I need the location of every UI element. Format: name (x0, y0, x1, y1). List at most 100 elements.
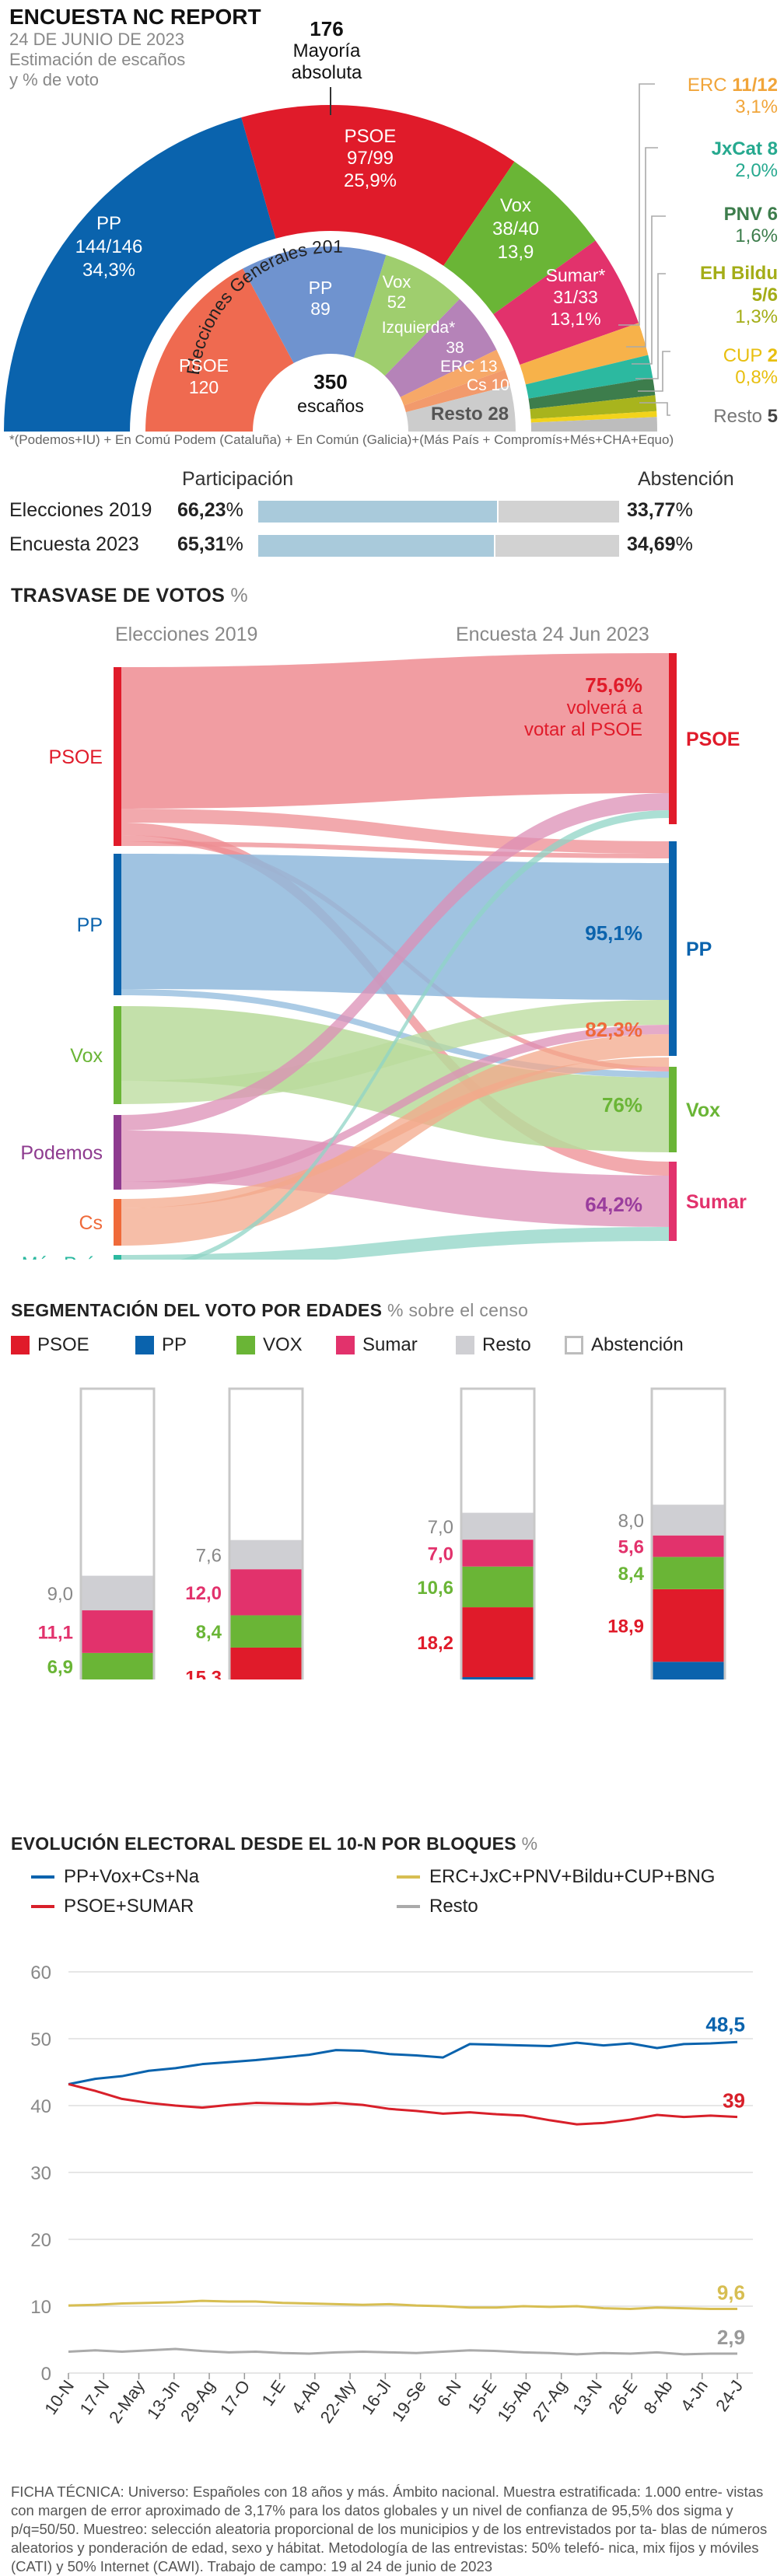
label-bildu: EH Bildu 5/6 1,3% (653, 263, 778, 345)
left-node-podemos (114, 1115, 121, 1190)
evolution-legend-item-resto: Resto (397, 1896, 478, 1917)
age-bar-segment-sumar (82, 1610, 153, 1653)
left-node-label-psoe: PSOE (49, 746, 103, 768)
x-tick-label: 26-E (604, 2377, 641, 2417)
age-bar-segment-psoe (653, 1589, 724, 1662)
abstention-value: 33,77% (627, 499, 693, 522)
small-party-labels: ERC 11/12 3,1% JxCat 8 2,0% PNV 6 1,6% E… (653, 75, 778, 429)
age-bar-value-label: 11,1 (38, 1622, 73, 1643)
left-node-vox (114, 1006, 121, 1104)
right-node-label-psoe: PSOE (686, 729, 740, 750)
participation-bar (258, 501, 497, 523)
series-line-psoe-sumar (68, 2084, 737, 2124)
inner-label-izquierda-seats: 38 (446, 339, 464, 357)
x-tick-label: 24-J (712, 2377, 747, 2415)
series-line-erc-jxc-pnv-bildu-cup-bng (68, 2301, 737, 2309)
right-node-label-sumar: Sumar (686, 1191, 747, 1213)
legend-label: PSOE (37, 1334, 89, 1356)
label-resto: Resto 5 (653, 406, 778, 429)
age-bar-segment-resto (231, 1540, 302, 1570)
series-end-label-pp-vox-cs-na: 48,5 (705, 2012, 745, 2036)
x-tick-label: 27-Ag (529, 2377, 571, 2425)
y-tick-label: 20 (30, 2230, 51, 2251)
inner-label-vox-name: Vox (383, 272, 411, 292)
inner-label-pp-seats: 89 (310, 299, 331, 319)
outer-label-vox-name: Vox (500, 195, 531, 216)
left-node-label-cs: Cs (79, 1212, 103, 1234)
age-bar-segment-pp (653, 1662, 724, 1679)
inner-label-erc: ERC 13 (440, 358, 498, 376)
legend-swatch (456, 1336, 474, 1354)
age-bar-segment-psoe (463, 1607, 534, 1677)
participation-value: 66,23% (177, 499, 243, 522)
left-node-psoe (114, 667, 121, 846)
inner-label-cs: Cs 10 (467, 376, 509, 394)
age-legend-item-psoe: PSOE (11, 1334, 89, 1356)
legend-swatch (336, 1336, 355, 1354)
age-title: SEGMENTACIÓN DEL VOTO POR EDADES % sobre… (11, 1300, 528, 1321)
legend-label: PSOE+SUMAR (64, 1896, 194, 1917)
age-bar-segment-vox (463, 1567, 534, 1607)
label-erc: ERC 11/12 3,1% (653, 75, 778, 120)
age-bar-value-label: 8,0 (618, 1511, 644, 1532)
y-tick-label: 60 (30, 1963, 51, 1984)
age-legend-item-abstenci-n: Abstención (565, 1334, 684, 1356)
x-tick-label: 13-N (569, 2377, 606, 2418)
evolution-line-chart: 010203040506010-N17-N2-May13-Jn29-Ag17-O… (0, 1952, 784, 2465)
label-jxcat: JxCat 8 2,0% (653, 138, 778, 204)
x-tick-label: 15-Ab (493, 2377, 535, 2425)
hemicycle-footnote: *(Podemos+IU) + En Comú Podem (Cataluña)… (9, 432, 674, 448)
left-node-label-vox: Vox (70, 1045, 103, 1067)
y-tick-label: 40 (30, 2096, 51, 2117)
age-bar-value-label: 5,6 (618, 1537, 644, 1558)
y-tick-label: 50 (30, 2029, 51, 2050)
x-tick-label: 22-My (317, 2377, 360, 2427)
inner-label-resto: Resto 28 (431, 404, 509, 425)
outer-label-sumar-name: Sumar* (546, 265, 606, 285)
left-node-m-s-pa-s (114, 1255, 121, 1260)
left-node-label-m-s-pa-s: Más País (22, 1253, 103, 1260)
legend-label: ERC+JxC+PNV+Bildu+CUP+BNG (429, 1866, 715, 1888)
legend-line-swatch (31, 1875, 54, 1879)
legend-label: VOX (263, 1334, 303, 1356)
label-cup: CUP 2 0,8% (653, 345, 778, 406)
outer-label-psoe-seats: 97/99 (347, 148, 394, 169)
legend-label: PP+Vox+Cs+Na (64, 1866, 199, 1888)
age-bar-value-label: 6,9 (47, 1657, 73, 1678)
inner-label-pp-name: PP (309, 278, 333, 298)
evolution-title: EVOLUCIÓN ELECTORAL DESDE EL 10-N POR BL… (11, 1833, 537, 1854)
sankey-flows (121, 653, 669, 1260)
x-tick-label: 19-Se (388, 2377, 430, 2425)
age-bar-segment-vox (653, 1557, 724, 1589)
evolution-legend-item-pp-vox-cs-na: PP+Vox+Cs+Na (31, 1866, 199, 1888)
age-bar-segment-sumar (653, 1536, 724, 1557)
outer-label-sumar-pct: 13,1% (550, 309, 600, 329)
age-bar-chart: 12,511,86,911,19,018/2917,315,38,412,07,… (0, 1368, 784, 1679)
evolution-legend-item-psoe-sumar: PSOE+SUMAR (31, 1896, 194, 1917)
x-tick-label: 17-O (216, 2377, 254, 2419)
ficha-tecnica: FICHA TÉCNICA: Universo: Españoles con 1… (11, 2483, 773, 2576)
inner-label-vox-seats: 52 (387, 292, 406, 312)
age-bar-segment-vox (82, 1653, 153, 1679)
transfer-title: TRASVASE DE VOTOS % (11, 585, 248, 607)
legend-swatch (565, 1336, 583, 1354)
x-tick-label: 29-Ag (177, 2377, 219, 2425)
age-bar-value-label: 7,6 (196, 1545, 222, 1566)
age-bar-value-label: 7,0 (428, 1517, 453, 1538)
x-tick-label: 8-Ab (639, 2377, 676, 2417)
abstention-bar (499, 501, 619, 523)
sankey-psoe-pct: 75,6% (585, 673, 642, 697)
outer-label-pp-seats: 144/146 (75, 236, 143, 257)
outer-label-psoe-pct: 25,9% (344, 170, 397, 191)
series-end-label-psoe-sumar: 39 (723, 2089, 745, 2113)
right-node-vox (669, 1067, 677, 1152)
x-tick-label: 4-Jn (677, 2377, 712, 2415)
transfer-sankey: PSOEPPVoxPodemosCsMás PaísPSOEPPVoxSumar… (0, 645, 784, 1260)
series-end-label-erc-jxc-pnv-bildu-cup-bng: 9,6 (717, 2281, 745, 2304)
legend-line-swatch (397, 1905, 420, 1908)
age-bar-value-label: 10,6 (417, 1578, 453, 1599)
x-tick-label: 1-E (258, 2377, 289, 2410)
transfer-right-header: Encuesta 24 Jun 2023 (456, 624, 649, 646)
legend-label: Abstención (591, 1334, 684, 1356)
age-legend-item-pp: PP (135, 1334, 187, 1356)
